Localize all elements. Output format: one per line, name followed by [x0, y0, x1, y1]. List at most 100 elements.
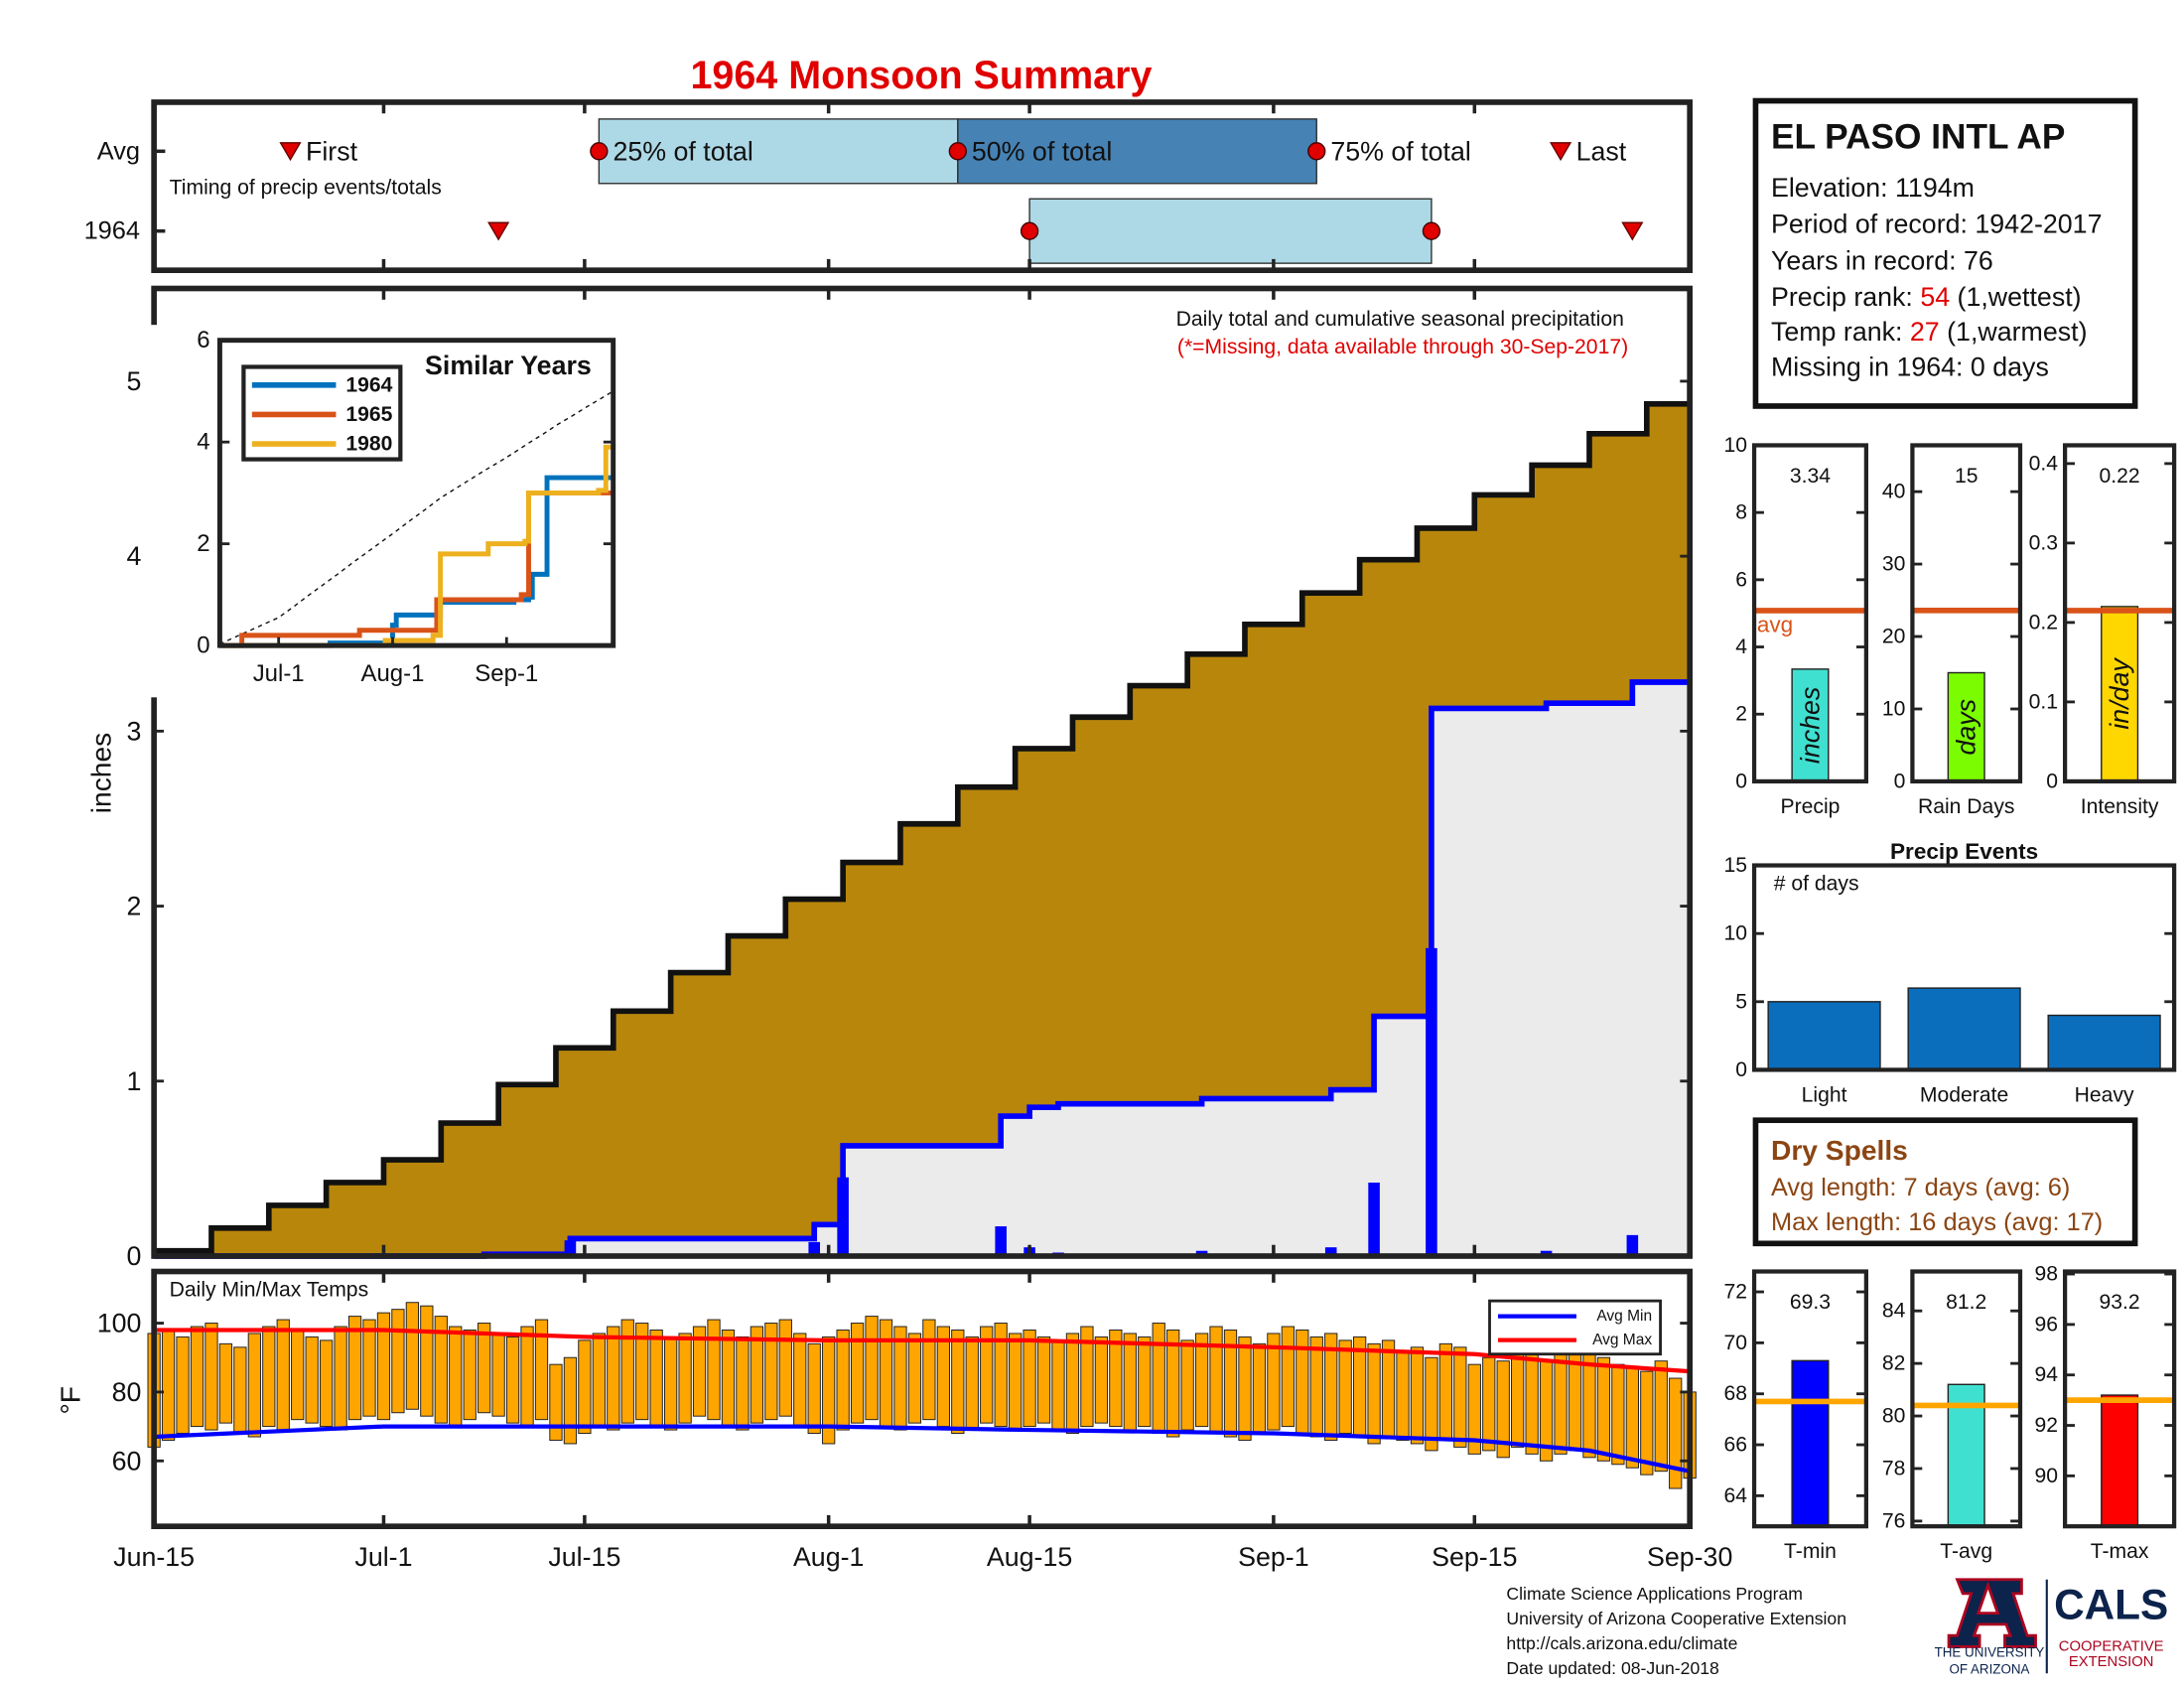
temp-bar: [721, 1329, 736, 1428]
axis-frame: [2063, 443, 2177, 784]
y-tick-label: 5: [127, 366, 142, 396]
y-tick-label: 98: [2035, 1263, 2059, 1286]
average-reference: [219, 390, 614, 645]
x-tick-label: Sep-1: [475, 660, 538, 687]
avg-line: [154, 1328, 1691, 1374]
avg-label: avg: [1757, 613, 1793, 637]
temp-bar: [778, 1319, 792, 1417]
marker-label: 50% of total: [972, 136, 1112, 166]
y-tick-label: 2: [1735, 703, 1747, 726]
temp-bar: [478, 1323, 491, 1414]
temp-bar: [1166, 1329, 1180, 1438]
y-tick-label: 2: [197, 530, 209, 557]
annotation: Daily total and cumulative seasonal prec…: [1176, 308, 1624, 331]
cumulative-area: [154, 682, 1691, 1257]
temp-bar: [1596, 1356, 1611, 1462]
temp-bar: [276, 1319, 290, 1431]
y-tick-label: 0: [197, 633, 209, 659]
daily-bar: [1626, 1234, 1639, 1257]
temp-bar: [750, 1326, 764, 1424]
temp-bar: [520, 1326, 534, 1428]
y-tick-label: 10: [1723, 922, 1747, 945]
rank-note: (1,wettest): [1950, 282, 2081, 312]
temp-bar: [391, 1309, 405, 1414]
footer-line: University of Arizona Cooperative Extens…: [1506, 1609, 1846, 1628]
unit-label: days: [1952, 699, 1981, 756]
temp-bar: [1611, 1363, 1625, 1466]
category-label: Rain Days: [1918, 795, 2015, 818]
y-tick-label: 80: [112, 1377, 142, 1407]
temp-bar: [1381, 1339, 1396, 1438]
temp-bar: [1669, 1377, 1683, 1489]
y-tick-label: 10: [1723, 434, 1747, 457]
y-tick-label: 0.4: [2029, 452, 2059, 475]
logo-text: EXTENSION: [2069, 1654, 2154, 1670]
dry-title: Dry Spells: [1771, 1134, 1908, 1166]
y-tick-label: 20: [1882, 626, 1906, 648]
temp-bar: [1467, 1363, 1481, 1455]
value-label: 15: [1955, 465, 1979, 488]
temp-bar: [1152, 1323, 1165, 1435]
daily-bar: [1368, 1182, 1380, 1257]
x-tick-label: Sep-1: [1238, 1542, 1308, 1572]
temp-bar: [1511, 1353, 1525, 1448]
temp-bar: [1654, 1360, 1668, 1473]
temp-bar: [607, 1326, 620, 1431]
marker-label: 25% of total: [613, 136, 752, 166]
temp-bar: [994, 1323, 1008, 1428]
temp-bar: [1453, 1346, 1467, 1448]
temp-bar: [1223, 1329, 1238, 1438]
logo-text: THE UNIVERSITY: [1935, 1645, 2045, 1660]
y-tick-label: 0: [127, 1241, 142, 1271]
temp-bar: [736, 1336, 750, 1431]
value-label: 0.22: [2100, 465, 2140, 488]
x-tick-label: Sep-15: [1432, 1542, 1517, 1572]
temp-bar: [893, 1326, 907, 1431]
legend-label: Avg Min: [1596, 1308, 1652, 1325]
temp-bar: [836, 1329, 850, 1431]
y-tick-label: 0.2: [2029, 611, 2058, 633]
y-axis-label: °F: [55, 1386, 86, 1415]
series-line: [219, 444, 616, 648]
y-tick-label: 90: [2035, 1465, 2059, 1487]
row-label: Avg: [97, 137, 140, 165]
temp-bar: [434, 1316, 448, 1424]
y-tick-label: 0.1: [2029, 690, 2058, 713]
y-tick-label: 30: [1882, 553, 1906, 576]
value-label: 69.3: [1790, 1291, 1831, 1314]
temp-bar: [980, 1326, 994, 1424]
note: (*=Missing, data available through 30-Se…: [1177, 336, 1628, 358]
temp-bar: [334, 1326, 347, 1431]
bar: [1767, 1001, 1881, 1071]
temp-bar: [362, 1319, 376, 1417]
legend-label: 1964: [345, 373, 392, 396]
temp-bar: [951, 1329, 965, 1435]
temp-bar: [549, 1363, 563, 1441]
y-tick-label: 76: [1882, 1509, 1906, 1532]
legend-label: Avg Max: [1592, 1332, 1652, 1348]
temp-bar: [592, 1333, 606, 1428]
panel-title: Precip Events: [1890, 839, 2038, 864]
average-line: [154, 380, 1694, 1254]
value-label: 3.34: [1790, 465, 1831, 488]
axis-frame: [1751, 443, 1868, 784]
rank-label: Precip rank:: [1771, 282, 1920, 312]
timing-dot: [590, 142, 609, 161]
marker-label: 75% of total: [1330, 136, 1470, 166]
temp-bar: [319, 1339, 334, 1428]
axis-frame: [151, 1268, 1693, 1530]
chart-title: 1964 Monsoon Summary: [690, 54, 1152, 97]
temp-bar: [463, 1329, 477, 1421]
unit-label: in/day: [2105, 657, 2134, 730]
temp-bar: [1252, 1342, 1267, 1435]
inset-title: Similar Years: [425, 351, 592, 380]
temp-bar: [764, 1323, 778, 1421]
temp-bar: [1238, 1336, 1252, 1441]
category-label: Intensity: [2081, 795, 2159, 818]
temp-bar: [707, 1319, 721, 1421]
temp-bar: [205, 1323, 218, 1431]
temp-bar: [218, 1342, 233, 1424]
y-tick-label: 0: [2046, 770, 2058, 792]
temp-bar: [865, 1316, 879, 1421]
